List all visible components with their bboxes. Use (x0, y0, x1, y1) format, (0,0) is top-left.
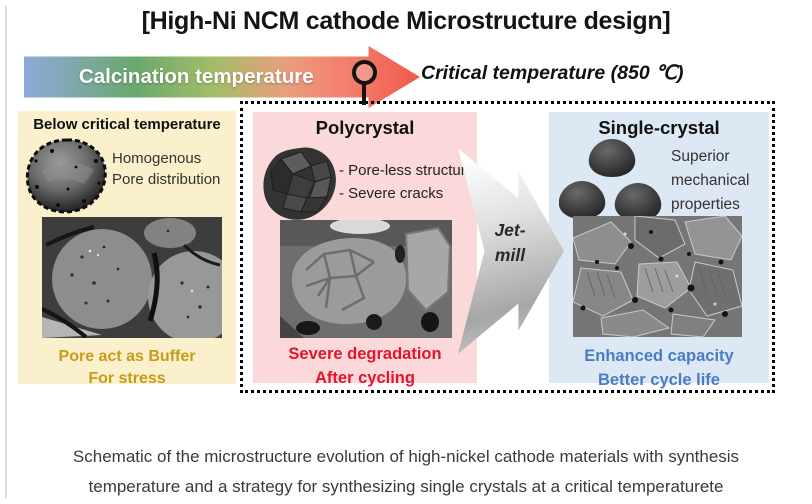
capacity-footer-line1: Enhanced capacity (584, 347, 734, 365)
degradation-footer-line1: Severe degradation (288, 345, 442, 363)
capacity-footer-line2: Better cycle life (598, 371, 720, 389)
mechanical-properties-note-line2: mechanical (671, 172, 750, 189)
sem-image-porous (42, 217, 222, 338)
figure-caption: Schematic of the microstructure evolutio… (0, 442, 812, 502)
critical-point-pin-stem (362, 83, 366, 105)
calcination-temperature-label: Calcination temperature (78, 65, 314, 88)
panel-single-crystal-title: Single-crystal (598, 117, 720, 138)
degradation-footer: Severe degradation After cycling (253, 342, 477, 390)
critical-point-pin-icon (352, 60, 377, 85)
panel-below-critical: Below critical temperature (18, 111, 236, 387)
polycrystal-bullets: - Pore-less structure - Severe cracks (339, 159, 474, 205)
mechanical-properties-note-line1: Superior (671, 148, 730, 165)
polycrystal-bullet-1: - Pore-less structure (339, 162, 475, 179)
jet-mill-label-line2: mill (494, 245, 526, 265)
pore-distribution-note-line1: Homogenous (112, 150, 202, 167)
pore-distribution-note: Homogenous Pore distribution (112, 148, 220, 190)
porous-particle-icon (24, 137, 110, 215)
pore-buffer-footer-line2: For stress (88, 370, 166, 387)
single-crystal-particles-icon (559, 138, 667, 224)
pore-distribution-note-line2: Pore distribution (112, 171, 221, 188)
jet-mill-label-line1: Jet- (494, 220, 526, 240)
mechanical-properties-note: Superior mechanical properties (671, 145, 749, 217)
pore-buffer-footer-line1: Pore act as Buffer (58, 348, 196, 365)
degradation-footer-line2: After cycling (315, 369, 415, 387)
pore-buffer-footer: Pore act as Buffer For stress (18, 346, 236, 390)
figure-caption-line2: temperature and a strategy for synthesiz… (88, 477, 724, 496)
critical-temperature-label: Critical temperature (850 ℃) (421, 62, 684, 84)
polycrystal-bullet-2: - Severe cracks (339, 185, 444, 202)
sem-image-polycrystal (280, 220, 452, 338)
sem-image-single-crystal (573, 216, 742, 337)
panel-single-crystal: Single-crystal Superior mechanical prope… (549, 112, 769, 389)
polycrystal-particle-icon (261, 144, 339, 224)
page-edge-line (5, 6, 7, 498)
panel-below-critical-title: Below critical temperature (33, 116, 221, 133)
jet-mill-label: Jet- mill (468, 218, 552, 268)
mechanical-properties-note-line3: properties (671, 196, 740, 213)
figure-caption-line1: Schematic of the microstructure evolutio… (72, 447, 740, 466)
panel-polycrystal-title: Polycrystal (315, 117, 415, 138)
above-critical-region-box (240, 101, 775, 393)
panel-polycrystal: Polycrystal - Pore-less structure - Seve… (253, 112, 477, 387)
capacity-footer: Enhanced capacity Better cycle life (549, 344, 769, 392)
figure-title: [High-Ni NCM cathode Microstructure desi… (141, 7, 671, 35)
